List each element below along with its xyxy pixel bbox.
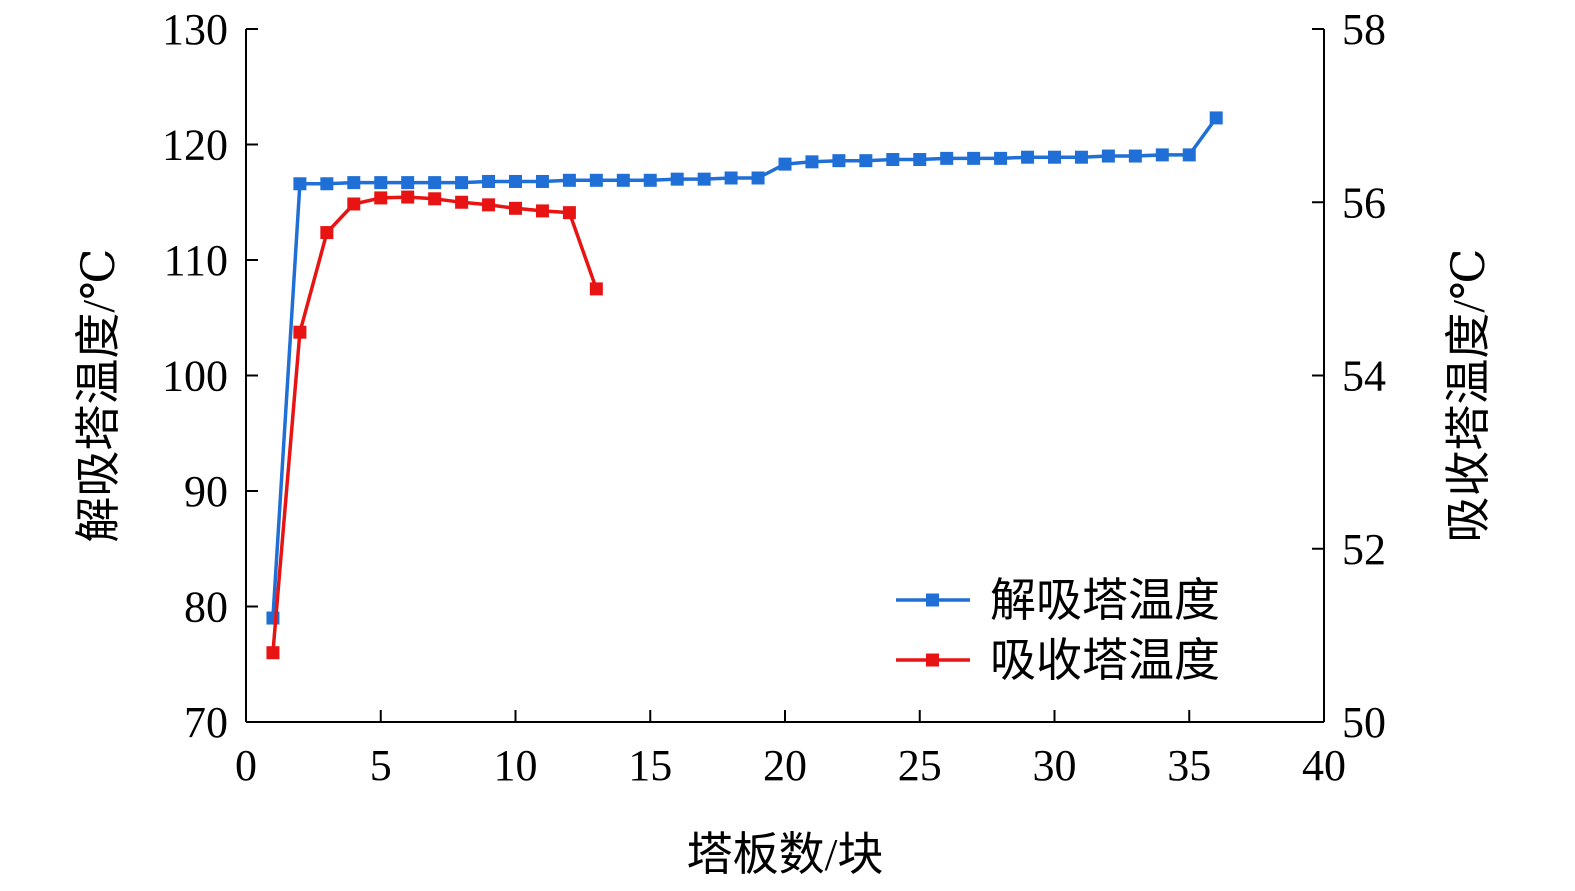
- data-point: [1021, 150, 1035, 164]
- data-point: [266, 646, 280, 660]
- y-left-tick-label: 90: [184, 467, 228, 516]
- x-tick-label: 5: [370, 741, 392, 790]
- x-axis-title: 塔板数/块: [687, 829, 884, 880]
- y-right-tick-label: 56: [1342, 178, 1386, 227]
- data-point: [428, 192, 442, 206]
- x-tick-label: 30: [1033, 741, 1077, 790]
- series-line: [271, 116, 1218, 619]
- data-point: [1048, 150, 1061, 164]
- data-point: [643, 173, 657, 187]
- data-point: [1155, 148, 1169, 162]
- legend-item-2: 吸收塔温度: [896, 635, 1220, 686]
- data-point: [913, 153, 927, 167]
- data-point: [589, 282, 603, 296]
- x-tick-label: 10: [494, 741, 538, 790]
- data-point: [805, 155, 819, 169]
- data-point: [967, 151, 981, 165]
- data-point: [482, 174, 496, 188]
- data-point: [886, 153, 900, 167]
- y-axis-right-title: 吸收塔温度/℃: [1443, 248, 1494, 542]
- data-point: [347, 197, 361, 211]
- y-axis-left-title: 解吸塔温度/℃: [73, 248, 124, 542]
- data-point: [482, 198, 496, 212]
- series-1: [266, 111, 1223, 625]
- series-2: [266, 190, 603, 660]
- x-tick-label: 35: [1167, 741, 1211, 790]
- data-point: [832, 154, 846, 168]
- legend-swatch-marker: [926, 593, 939, 607]
- data-point: [859, 154, 873, 168]
- data-point: [401, 176, 415, 190]
- data-point: [751, 171, 765, 185]
- y-left-tick-label: 110: [164, 236, 228, 285]
- data-point: [1128, 149, 1142, 163]
- data-point: [347, 176, 361, 190]
- data-point: [374, 176, 388, 190]
- data-point: [562, 206, 576, 220]
- data-point: [562, 173, 576, 187]
- data-point: [1101, 149, 1115, 163]
- data-point: [401, 190, 415, 204]
- legend-label: 解吸塔温度: [990, 575, 1220, 626]
- data-point: [455, 195, 469, 209]
- data-point: [509, 174, 522, 188]
- data-point: [428, 176, 442, 190]
- data-point: [697, 172, 711, 186]
- y-right-tick-label: 54: [1342, 352, 1386, 401]
- series-line: [271, 195, 599, 653]
- data-point: [535, 204, 549, 218]
- x-tick-label: 15: [628, 741, 672, 790]
- data-point: [374, 191, 388, 205]
- x-tick-label: 20: [763, 741, 807, 790]
- x-tick-label: 25: [898, 741, 942, 790]
- data-point: [778, 157, 792, 171]
- data-point: [293, 177, 307, 191]
- data-point: [1209, 111, 1223, 125]
- data-point: [994, 151, 1008, 165]
- data-point: [293, 325, 307, 339]
- legend-swatch-marker: [926, 653, 939, 667]
- series-layer: [266, 111, 1223, 660]
- data-point: [670, 172, 684, 186]
- data-point: [589, 173, 603, 187]
- y-left-tick-label: 100: [162, 352, 228, 401]
- y-right-tick-label: 52: [1342, 525, 1386, 574]
- y-left-tick-label: 70: [184, 698, 228, 747]
- legend-item-1: 解吸塔温度: [896, 575, 1220, 626]
- x-tick-label: 40: [1302, 741, 1346, 790]
- data-point: [724, 171, 738, 185]
- data-point: [320, 177, 334, 191]
- data-point: [320, 226, 334, 240]
- data-point: [535, 174, 549, 188]
- data-point: [1182, 148, 1196, 162]
- y-left-tick-label: 120: [162, 121, 228, 170]
- legend-label: 吸收塔温度: [990, 635, 1220, 686]
- x-tick-label: 0: [235, 741, 257, 790]
- y-right-tick-label: 58: [1342, 5, 1386, 54]
- y-left-tick-label: 130: [162, 5, 228, 54]
- data-point: [509, 201, 522, 215]
- y-right-tick-label: 50: [1342, 698, 1386, 747]
- data-point: [455, 176, 469, 190]
- data-point: [940, 151, 954, 165]
- data-point: [1074, 150, 1088, 164]
- data-point: [616, 173, 630, 187]
- y-left-tick-label: 80: [184, 583, 228, 632]
- axes: 0 5 10 15 20 25 30 35 40 70 80 90 100 110 120 130 50 52 54…: [73, 5, 1494, 880]
